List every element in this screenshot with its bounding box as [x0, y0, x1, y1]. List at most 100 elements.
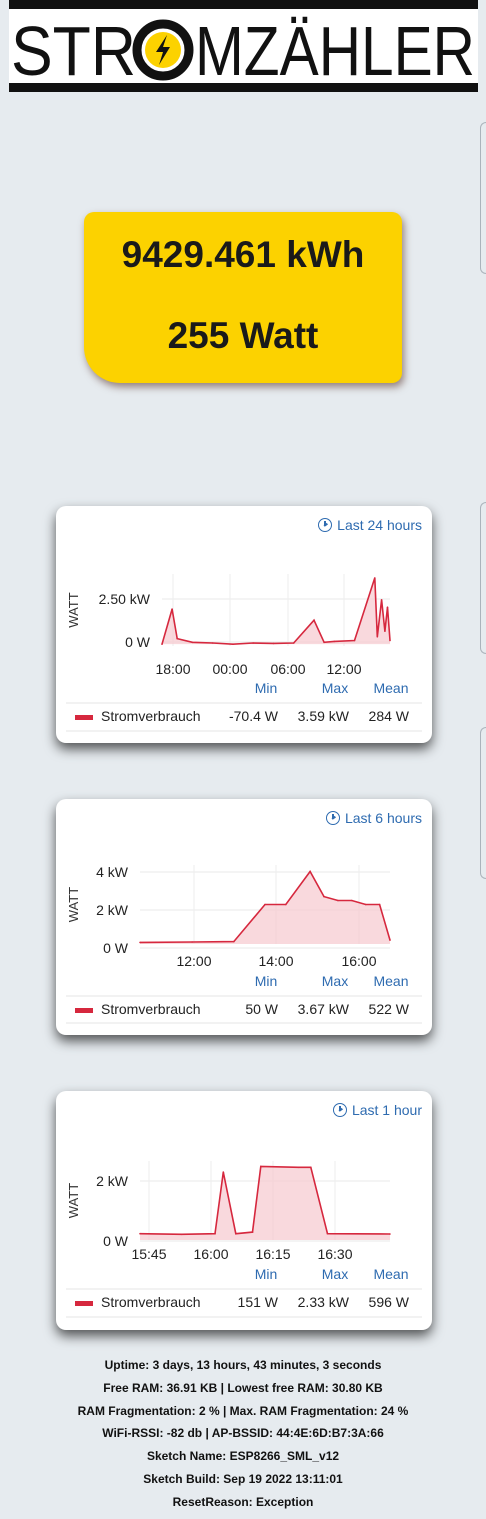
range-selector-24h[interactable]: Last 24 hours — [318, 517, 422, 533]
x-tick-label: 16:00 — [341, 953, 376, 969]
stat-max: 2.33 kW — [298, 1294, 350, 1310]
range-selector-1h[interactable]: Last 1 hour — [332, 1102, 422, 1118]
data-point — [222, 1171, 225, 1173]
data-point — [380, 599, 383, 601]
side-handle[interactable] — [480, 122, 486, 274]
data-point — [161, 643, 163, 645]
data-point — [251, 1231, 254, 1233]
series-area — [140, 871, 390, 944]
chart-card-24h: Last 24 hours WATT 2.50 kW 0 W 18:00 00:00 06… — [56, 506, 432, 743]
current-power: 255 Watt — [167, 315, 319, 356]
logo-text-right: MZÄHLER — [195, 12, 475, 83]
meter-display: 9429.461 kWh 255 Watt — [84, 212, 402, 383]
data-point — [297, 1166, 300, 1169]
data-point — [313, 619, 315, 621]
chart-card-1h: Last 1 hour WATT 2 kW 0 W 15:45 16:00 16:15 16… — [56, 1091, 432, 1330]
y-axis-label: WATT — [66, 1183, 81, 1218]
x-tick-label: 00:00 — [212, 661, 247, 677]
data-point — [211, 642, 214, 644]
side-handle[interactable] — [480, 727, 486, 879]
x-tick-label: 16:15 — [255, 1246, 290, 1262]
stat-mean: 596 W — [369, 1294, 410, 1310]
uptime-text: Uptime: 3 days, 13 hours, 43 minutes, 3 … — [104, 1358, 382, 1372]
y-axis-label: WATT — [66, 887, 81, 922]
stat-header: Max — [322, 973, 348, 989]
y-tick-label: 2 kW — [96, 1173, 129, 1189]
data-point — [139, 1232, 141, 1235]
data-point — [384, 630, 386, 632]
data-point — [214, 1232, 216, 1235]
data-point — [376, 636, 379, 638]
data-point — [310, 1166, 312, 1169]
data-point — [323, 641, 325, 644]
data-point — [326, 1232, 329, 1235]
y-axis-label: WATT — [66, 592, 81, 627]
y-tick-label: 2.50 kW — [99, 591, 151, 607]
stat-header: Max — [322, 680, 348, 696]
clock-icon — [318, 518, 333, 532]
data-point — [389, 1233, 391, 1235]
stat-min: 151 W — [238, 1294, 279, 1310]
x-tick-label: 16:30 — [317, 1246, 352, 1262]
y-tick-label: 4 kW — [96, 864, 129, 880]
data-point — [272, 642, 275, 645]
data-point — [139, 941, 141, 944]
stat-header: Mean — [373, 973, 408, 989]
x-tick-label: 18:00 — [155, 661, 190, 677]
data-point — [191, 941, 193, 943]
data-point — [292, 642, 295, 644]
data-point — [235, 1232, 237, 1235]
data-point — [374, 577, 376, 579]
x-tick-label: 12:00 — [176, 953, 211, 969]
stat-max: 3.67 kW — [298, 1001, 350, 1017]
app-header: STR MZÄHLER — [9, 0, 478, 92]
stat-min: 50 W — [245, 1001, 278, 1017]
x-tick-label: 12:00 — [326, 661, 361, 677]
data-point — [351, 899, 353, 902]
legend-swatch — [75, 1301, 93, 1306]
legend-swatch — [75, 715, 93, 720]
chart-svg[interactable]: WATT 4 kW 2 kW 0 W 12:00 14:00 16:00 Min Max Mean… — [56, 799, 432, 1035]
y-tick-label: 0 W — [103, 940, 129, 956]
data-point — [323, 895, 325, 898]
data-point — [176, 637, 178, 640]
data-point — [252, 642, 254, 644]
data-point — [337, 899, 339, 902]
logo-text-left: STR — [11, 12, 136, 83]
chart-card-6h: Last 6 hours WATT 4 kW 2 kW 0 W 12:00 14:00 16… — [56, 799, 432, 1035]
y-tick-label: 2 kW — [96, 902, 129, 918]
data-point — [285, 903, 287, 906]
legend-swatch — [75, 1008, 93, 1013]
sketch-build-text: Sketch Build: Sep 19 2022 13:11:01 — [143, 1471, 343, 1486]
fragmentation-text: RAM Fragmentation: 2 % | Max. RAM Fragme… — [77, 1403, 409, 1418]
range-label: Last 1 hour — [351, 1102, 422, 1118]
x-tick-label: 14:00 — [258, 953, 293, 969]
stat-header: Min — [255, 973, 278, 989]
chart-svg[interactable]: WATT 2.50 kW 0 W18:00 00:00 06:00 12:00 Min Max… — [56, 506, 432, 743]
y-tick-label: 0 W — [103, 1233, 129, 1249]
data-point — [180, 1233, 183, 1236]
data-point — [389, 939, 391, 941]
data-point — [191, 641, 194, 644]
data-point — [309, 870, 311, 873]
chart-svg[interactable]: WATT 2 kW 0 W15:45 16:00 16:15 16:30 Min Max Mea… — [56, 1091, 432, 1330]
data-point — [364, 903, 367, 906]
series-area — [140, 1166, 390, 1240]
x-tick-label: 16:00 — [193, 1246, 228, 1262]
logo: STR MZÄHLER — [11, 12, 475, 83]
side-handle[interactable] — [480, 502, 486, 654]
stat-min: -70.4 W — [229, 708, 279, 724]
data-point — [378, 903, 381, 906]
clock-icon — [332, 1103, 347, 1117]
ram-text: Free RAM: 36.91 KB | Lowest free RAM: 30… — [103, 1380, 383, 1395]
system-info: Uptime: 3 days, 13 hours, 43 minutes, 3 … — [0, 1354, 486, 1514]
legend-series-name: Stromverbrauch — [101, 708, 201, 724]
series-line — [161, 577, 391, 646]
lightning-icon — [132, 19, 194, 81]
stat-max: 3.59 kW — [298, 708, 350, 724]
wifi-text: WiFi-RSSI: -82 db | AP-BSSID: 44:4E:6D:B… — [102, 1426, 384, 1441]
stat-mean: 522 W — [369, 1001, 410, 1017]
range-label: Last 6 hours — [344, 810, 422, 826]
range-selector-6h[interactable]: Last 6 hours — [325, 810, 422, 826]
stat-mean: 284 W — [369, 708, 410, 724]
